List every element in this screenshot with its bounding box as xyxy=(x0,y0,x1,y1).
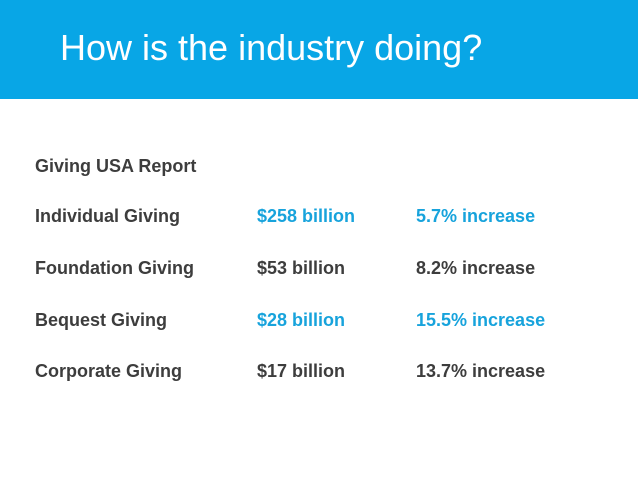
slide-title: How is the industry doing? xyxy=(60,27,483,68)
giving-change: 15.5% increase xyxy=(416,310,546,330)
giving-row-individual: Individual Giving $258 billion 5.7% incr… xyxy=(0,204,638,228)
giving-amount: $17 billion xyxy=(257,361,346,381)
giving-change: 8.2% increase xyxy=(416,258,536,278)
giving-category-label: Individual Giving xyxy=(35,206,181,226)
giving-category-label: Corporate Giving xyxy=(35,361,183,381)
giving-category-label: Bequest Giving xyxy=(35,310,168,330)
giving-row-corporate: Corporate Giving $17 billion 13.7% incre… xyxy=(0,359,638,383)
giving-row-bequest: Bequest Giving $28 billion 15.5% increas… xyxy=(0,308,638,332)
giving-row-foundation: Foundation Giving $53 billion 8.2% incre… xyxy=(0,256,638,280)
giving-amount: $53 billion xyxy=(257,258,346,278)
report-title: Giving USA Report xyxy=(35,156,197,176)
giving-category-label: Foundation Giving xyxy=(35,258,194,278)
giving-change: 13.7% increase xyxy=(416,361,546,381)
giving-change: 5.7% increase xyxy=(416,206,536,226)
giving-amount: $28 billion xyxy=(257,310,346,330)
header-band: How is the industry doing? xyxy=(0,0,638,99)
giving-amount: $258 billion xyxy=(257,206,356,226)
